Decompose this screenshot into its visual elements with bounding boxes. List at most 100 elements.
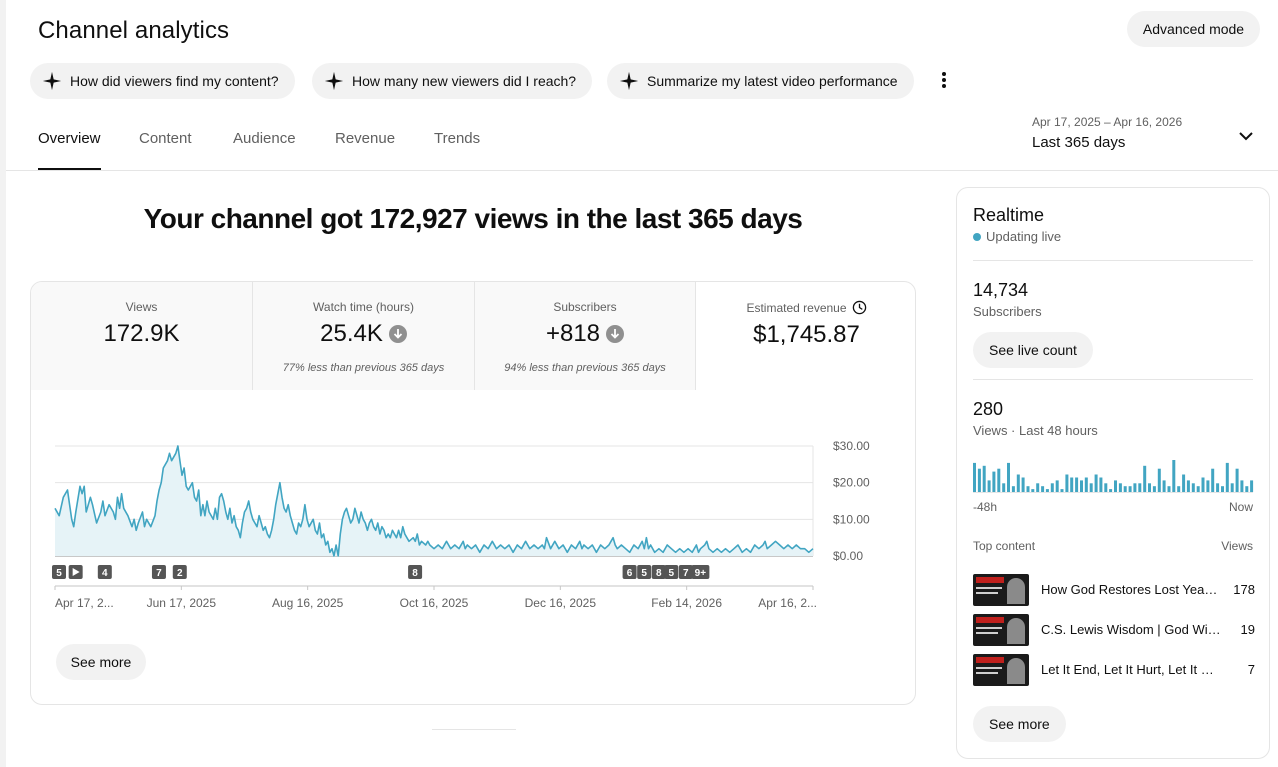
tab-audience[interactable]: Audience bbox=[233, 130, 296, 147]
chart-video-marker[interactable]: 7 bbox=[151, 565, 166, 579]
realtime-bar[interactable] bbox=[1133, 483, 1137, 492]
realtime-bar[interactable] bbox=[1036, 483, 1040, 492]
realtime-bar[interactable] bbox=[992, 471, 996, 492]
realtime-divider bbox=[973, 379, 1253, 380]
realtime-bar[interactable] bbox=[977, 468, 981, 492]
chart-y-tick-label: $30.00 bbox=[833, 439, 870, 453]
revenue-chart[interactable]: $30.00$20.00$10.00$0.005 4 7 2 8 6 5 8 5 7 9+Apr 1… bbox=[31, 390, 916, 620]
realtime-bar[interactable] bbox=[1250, 480, 1254, 492]
top-content-see-more-button[interactable]: See more bbox=[973, 706, 1066, 742]
more-options-button[interactable] bbox=[934, 66, 954, 94]
realtime-bar[interactable] bbox=[1118, 483, 1122, 492]
prompt-chip-new-viewers[interactable]: How many new viewers did I reach? bbox=[312, 63, 593, 99]
chart-video-marker[interactable]: 9+ bbox=[691, 565, 710, 579]
realtime-bar[interactable] bbox=[1162, 480, 1166, 492]
chart-video-marker[interactable] bbox=[68, 565, 83, 579]
realtime-bar[interactable] bbox=[1084, 477, 1088, 493]
realtime-bar[interactable] bbox=[1138, 483, 1142, 492]
realtime-bar[interactable] bbox=[1128, 486, 1132, 492]
chart-video-marker[interactable]: 4 bbox=[97, 565, 112, 579]
realtime-bar[interactable] bbox=[1026, 486, 1030, 492]
realtime-bar[interactable] bbox=[1114, 480, 1117, 492]
chart-video-marker[interactable]: 6 bbox=[622, 565, 637, 579]
metric-subscribers[interactable]: Subscribers +818 94% less than previous … bbox=[475, 282, 695, 390]
realtime-bar[interactable] bbox=[1245, 486, 1249, 492]
tab-content[interactable]: Content bbox=[139, 130, 192, 147]
realtime-bar[interactable] bbox=[1196, 486, 1200, 492]
realtime-bar[interactable] bbox=[1089, 483, 1093, 492]
realtime-bar[interactable] bbox=[1240, 480, 1244, 492]
realtime-bar[interactable] bbox=[1191, 483, 1195, 492]
realtime-bar[interactable] bbox=[1177, 486, 1181, 492]
realtime-bar[interactable] bbox=[973, 462, 976, 492]
realtime-bar[interactable] bbox=[1230, 483, 1234, 492]
realtime-bar[interactable] bbox=[1201, 477, 1205, 493]
video-views: 7 bbox=[1247, 662, 1255, 677]
metric-value: +818 bbox=[475, 320, 695, 348]
realtime-bar[interactable] bbox=[1225, 462, 1229, 492]
advanced-mode-button[interactable]: Advanced mode bbox=[1127, 11, 1260, 47]
realtime-bar[interactable] bbox=[1167, 486, 1171, 492]
realtime-bar[interactable] bbox=[1182, 474, 1186, 493]
prompt-chip-traffic[interactable]: How did viewers find my content? bbox=[30, 63, 295, 99]
tab-trends[interactable]: Trends bbox=[434, 130, 481, 147]
top-content-row[interactable]: Let It End, Let It Hurt, Let It Heal 7 bbox=[973, 654, 1255, 686]
realtime-bar[interactable] bbox=[1065, 474, 1069, 493]
chart-video-marker[interactable]: 2 bbox=[172, 565, 187, 579]
realtime-bar[interactable] bbox=[982, 465, 986, 492]
chart-video-marker[interactable]: 5 bbox=[637, 565, 652, 579]
tab-overview[interactable]: Overview bbox=[38, 130, 101, 170]
realtime-bar[interactable] bbox=[1235, 468, 1239, 492]
metric-revenue[interactable]: Estimated revenue $1,745.87 bbox=[696, 282, 915, 390]
realtime-bar[interactable] bbox=[1206, 480, 1210, 492]
date-range-picker[interactable]: Apr 17, 2025 – Apr 16, 2026 Last 365 day… bbox=[1032, 115, 1182, 151]
realtime-bar[interactable] bbox=[1050, 483, 1054, 492]
realtime-bar[interactable] bbox=[1099, 477, 1103, 493]
realtime-bar[interactable] bbox=[1172, 460, 1176, 492]
realtime-bar[interactable] bbox=[1109, 489, 1113, 492]
realtime-bar[interactable] bbox=[1123, 486, 1127, 492]
chart-video-marker[interactable]: 7 bbox=[678, 565, 693, 579]
realtime-bar[interactable] bbox=[1060, 489, 1064, 492]
realtime-bar[interactable] bbox=[1016, 474, 1020, 493]
realtime-bar[interactable] bbox=[1221, 486, 1224, 492]
realtime-bar[interactable] bbox=[1080, 480, 1083, 492]
realtime-bar[interactable] bbox=[1157, 468, 1161, 492]
realtime-bar[interactable] bbox=[1002, 483, 1006, 492]
chart-video-marker[interactable]: 5 bbox=[52, 565, 66, 579]
realtime-bar[interactable] bbox=[1007, 462, 1010, 492]
realtime-bar[interactable] bbox=[1055, 480, 1059, 492]
realtime-bar[interactable] bbox=[1094, 474, 1098, 493]
metric-watch-time[interactable]: Watch time (hours) 25.4K 77% less than p… bbox=[253, 282, 474, 390]
realtime-bar[interactable] bbox=[1011, 486, 1015, 492]
chart-video-marker[interactable]: 8 bbox=[408, 565, 423, 579]
realtime-bar[interactable] bbox=[1070, 477, 1074, 493]
chart-y-tick-label: $10.00 bbox=[833, 512, 870, 526]
realtime-bar[interactable] bbox=[1186, 480, 1190, 492]
realtime-bar[interactable] bbox=[1211, 468, 1215, 492]
chevron-down-icon[interactable] bbox=[1236, 126, 1256, 146]
realtime-bar[interactable] bbox=[1031, 489, 1035, 492]
realtime-bar[interactable] bbox=[1021, 477, 1025, 493]
prompt-chip-summary[interactable]: Summarize my latest video performance bbox=[607, 63, 914, 99]
chart-video-marker[interactable]: 5 bbox=[664, 565, 679, 579]
realtime-bar-chart[interactable] bbox=[973, 458, 1255, 492]
top-content-row[interactable]: How God Restores Lost Years and Broken D… bbox=[973, 574, 1255, 606]
chart-video-marker[interactable]: 8 bbox=[651, 565, 666, 579]
realtime-bar[interactable] bbox=[1216, 483, 1220, 492]
metric-views[interactable]: Views 172.9K bbox=[31, 282, 252, 390]
see-more-button[interactable]: See more bbox=[56, 644, 146, 680]
see-live-count-button[interactable]: See live count bbox=[973, 332, 1093, 368]
realtime-bar[interactable] bbox=[1041, 486, 1045, 492]
top-content-row[interactable]: C.S. Lewis Wisdom | God Will Restore Eve… bbox=[973, 614, 1255, 646]
tab-revenue[interactable]: Revenue bbox=[335, 130, 396, 147]
realtime-bar[interactable] bbox=[987, 480, 991, 492]
realtime-bar[interactable] bbox=[1152, 486, 1156, 492]
realtime-bar[interactable] bbox=[997, 468, 1001, 492]
realtime-bar[interactable] bbox=[1148, 483, 1151, 492]
realtime-bar[interactable] bbox=[1075, 477, 1079, 493]
realtime-bar[interactable] bbox=[1045, 489, 1049, 492]
chart-x-tick-label: Jun 17, 2025 bbox=[147, 596, 217, 610]
realtime-bar[interactable] bbox=[1104, 483, 1108, 492]
realtime-bar[interactable] bbox=[1143, 465, 1147, 492]
